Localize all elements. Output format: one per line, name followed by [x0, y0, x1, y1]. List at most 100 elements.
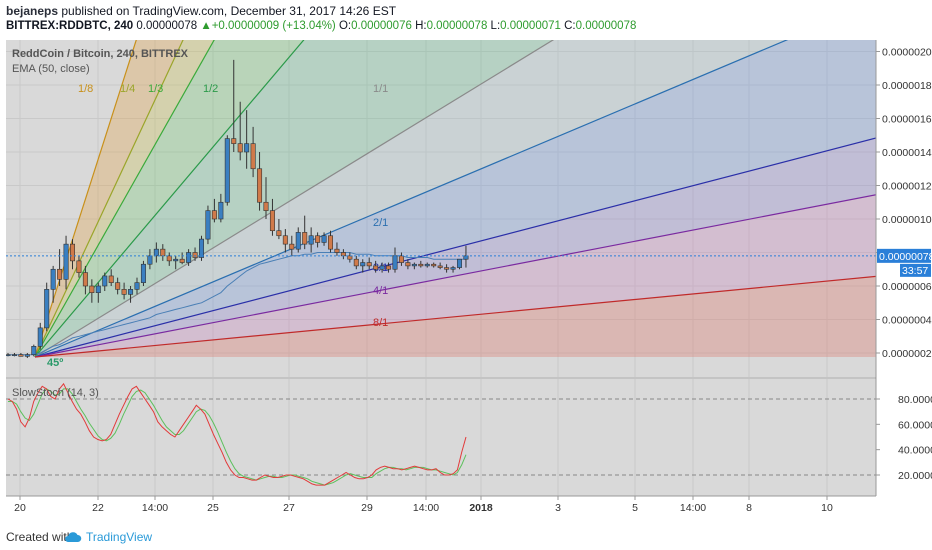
- cloud-icon: [65, 532, 82, 542]
- fan-line: [34, 40, 215, 358]
- candle-body: [82, 272, 88, 287]
- candle-body: [353, 258, 359, 267]
- candle-body: [308, 235, 314, 245]
- tradingview-brand: TradingView: [86, 530, 153, 544]
- candle-body: [366, 262, 372, 267]
- y-tick-label: 0.00000060: [882, 281, 932, 293]
- candle-body: [282, 235, 288, 245]
- candle-body: [37, 327, 43, 347]
- last-price-tag: [877, 248, 931, 263]
- fan-line: [34, 40, 789, 358]
- candle-body: [11, 354, 17, 356]
- stoch-y-tick-label: 20.0000: [898, 470, 932, 482]
- stoch-indicator-label: SlowStoch (14, 3): [12, 387, 99, 399]
- candle-body: [411, 263, 417, 267]
- candle-body: [444, 267, 450, 270]
- candle-body: [179, 258, 185, 263]
- candle-body: [63, 243, 69, 280]
- candle-body: [340, 252, 346, 257]
- candle-body: [302, 232, 308, 245]
- fan-band: [35, 276, 876, 357]
- candle-body: [463, 255, 469, 260]
- countdown-tag: [900, 263, 931, 277]
- fan-line: [34, 137, 876, 358]
- high-label: H:: [415, 20, 427, 32]
- publish-info: published on TradingView.com, December 3…: [61, 4, 397, 18]
- x-tick-label: 29: [361, 502, 373, 514]
- pane-labels: ReddCoin / Bitcoin, 240, BITTREX EMA (50,…: [12, 48, 189, 399]
- candle-body: [269, 210, 275, 232]
- candle-body: [218, 201, 224, 220]
- change-arrow-icon: ▲: [200, 20, 212, 32]
- candle-body: [186, 252, 192, 263]
- y-tick-label: 0.00000100: [882, 214, 932, 226]
- candle-body: [211, 210, 217, 220]
- candle-body: [456, 258, 462, 268]
- main-pane-bg: [6, 40, 876, 377]
- grid: [6, 40, 876, 496]
- y-tick-label: 0.00000020: [882, 348, 932, 360]
- y-tick-label: 0.00000200: [882, 47, 932, 59]
- candle-body: [347, 255, 353, 260]
- candle-body: [76, 260, 82, 273]
- stoch-y-tick-label: 60.0000: [898, 419, 932, 431]
- low-label: L:: [490, 20, 501, 32]
- fan-label: 1/4: [120, 83, 135, 95]
- candle-body: [102, 275, 108, 287]
- candle-body: [121, 289, 127, 295]
- footer: Created with TradingView: [0, 524, 932, 550]
- y-tick-label: 0.00000040: [882, 315, 932, 327]
- x-tick-label: 27: [283, 502, 295, 514]
- x-tick-label: 25: [207, 502, 219, 514]
- fan-label: 4/1: [373, 285, 388, 297]
- fan-label: 1/2: [203, 83, 218, 95]
- created-with-label: Created with: [6, 530, 74, 544]
- y-tick-label: 0.00000180: [882, 80, 932, 92]
- candle-body: [244, 143, 250, 153]
- candle-body: [321, 235, 327, 243]
- x-tick-label: 10: [821, 502, 833, 514]
- price-change: +0.00000009 (+13.04%): [211, 20, 336, 32]
- candle-body: [108, 275, 114, 283]
- x-tick-label: 2018: [469, 502, 493, 514]
- author-name[interactable]: bejaneps: [6, 4, 59, 18]
- candle-body: [373, 265, 379, 270]
- candle-body: [57, 268, 63, 280]
- fan-line: [34, 40, 555, 358]
- candle-body: [437, 265, 443, 268]
- close-value: 0.00000078: [575, 20, 637, 32]
- candle-body: [315, 235, 321, 243]
- candle-body: [31, 345, 37, 355]
- low-value: 0.00000071: [500, 20, 561, 32]
- main-chart-title: ReddCoin / Bitcoin, 240, BITTREX: [12, 48, 189, 60]
- fan-label: 1/1: [373, 83, 388, 95]
- candle-body: [276, 230, 282, 237]
- candle-body: [263, 201, 269, 211]
- candle-body: [160, 248, 166, 257]
- x-tick-label: 20: [14, 502, 26, 514]
- x-tick-label: 3: [555, 502, 561, 514]
- candle-body: [18, 354, 24, 357]
- candle-body: [327, 235, 333, 250]
- fan-line: [34, 275, 876, 358]
- candle-body: [205, 210, 211, 240]
- candle-body: [231, 138, 237, 144]
- chart-header: bejaneps published on TradingView.com, D…: [0, 0, 932, 42]
- candle-body: [115, 282, 121, 290]
- publish-line: bejaneps published on TradingView.com, D…: [6, 4, 396, 18]
- candle-body: [199, 238, 205, 258]
- candle-body: [257, 168, 263, 203]
- x-tick-label: 14:00: [413, 502, 439, 514]
- close-label: C:: [564, 20, 576, 32]
- stoch-pane-bg: [6, 379, 876, 496]
- fan-line: [34, 194, 876, 358]
- tradingview-logo[interactable]: TradingView: [64, 530, 152, 544]
- ohlc-line: BITTREX:RDDBTC, 240 0.00000078 ▲+0.00000…: [6, 20, 636, 32]
- last-price-tag-label: 0.00000078: [879, 251, 932, 263]
- fan-label: 2/1: [373, 217, 388, 229]
- candle-body: [173, 258, 179, 262]
- stoch-y-tick-label: 40.0000: [898, 445, 932, 457]
- fan-band: [35, 40, 876, 357]
